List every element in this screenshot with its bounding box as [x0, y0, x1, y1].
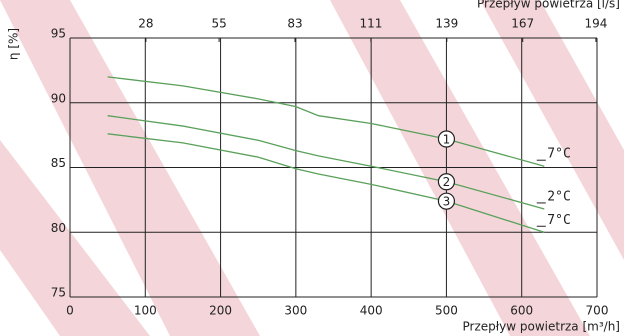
x2-tick-label: 194: [584, 17, 607, 31]
y-tick-label: 95: [51, 27, 66, 41]
series-name: 3: [443, 195, 451, 209]
x-tick-label: 300: [284, 304, 307, 318]
x2-tick-label: 139: [435, 17, 458, 31]
x-tick-label: 500: [435, 304, 458, 318]
x2-axis-title: Przepływ powietrza [l/s]: [477, 0, 620, 11]
series-line: [107, 133, 545, 233]
x2-tick-label: 83: [287, 17, 302, 31]
series-line: [107, 76, 545, 167]
y-tick-label: 75: [51, 286, 66, 300]
x2-tick-label: 28: [138, 17, 153, 31]
series-annotation: 7°C: [547, 147, 570, 162]
series-marker-circle: [437, 130, 456, 148]
series-marker-circle: [437, 173, 456, 191]
y-tick-label: 80: [51, 221, 66, 235]
x-tick-label: 700: [586, 304, 609, 318]
series-marker-circle: [437, 192, 456, 210]
series-annotation: 2°C: [547, 189, 570, 204]
y-tick-label: 85: [51, 156, 66, 170]
x-tick-label: 0: [66, 304, 74, 318]
x2-tick-label: 167: [511, 17, 534, 31]
y-tick-label: 90: [51, 91, 66, 105]
x2-tick-label: 55: [211, 17, 226, 31]
series-name: 1: [443, 133, 451, 147]
x-tick-label: 200: [209, 304, 232, 318]
series-line: [107, 115, 545, 210]
x2-tick-label: 111: [359, 17, 382, 31]
series-annotation: 7°C: [547, 213, 570, 228]
x-tick-label: 600: [510, 304, 533, 318]
series-name: 2: [443, 175, 451, 189]
x-tick-label: 400: [360, 304, 383, 318]
x-tick-label: 100: [134, 304, 157, 318]
x-axis-title: Przepływ powietrza [m³/h]: [462, 320, 620, 334]
y-axis-title: η [%]: [7, 28, 21, 60]
